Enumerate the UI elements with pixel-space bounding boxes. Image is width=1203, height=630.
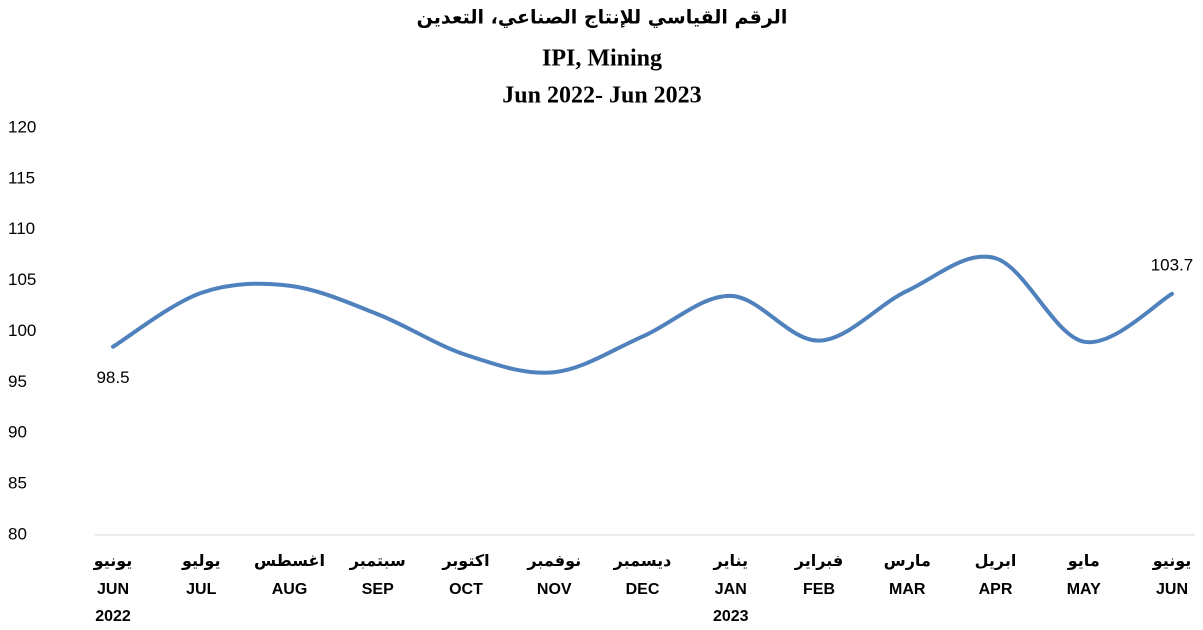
chart-subtitle: IPI, Mining [542,46,662,72]
y-tick-label: 115 [8,168,35,187]
x-tick-label: JUN [1156,581,1188,598]
data-label: 103.7 [1151,255,1194,274]
x-tick-label: MAY [1067,581,1101,598]
y-tick-label: 120 [8,117,36,136]
x-tick-label-ar: مارس [884,553,931,570]
x-tick-label-ar: اكتوبر [441,553,489,570]
x-tick-label-ar: ابريل [975,553,1017,570]
x-tick-year: 2022 [95,608,131,625]
x-tick-label-ar: نوفمبر [526,553,581,570]
x-tick-label-ar: يونيو [1152,553,1192,570]
x-tick-label: FEB [803,581,835,598]
x-tick-label-ar: سبتمبر [349,553,406,570]
x-tick-label: JUN [97,581,129,598]
x-tick-label-ar: اغسطس [254,553,325,570]
y-tick-label: 80 [8,524,27,543]
x-tick-label: SEP [362,581,394,598]
y-tick-label: 100 [8,321,36,340]
y-tick-label: 90 [8,423,27,442]
chart-title: الرقم القياسي للإنتاج الصناعي، التعدين [417,7,788,29]
data-label: 98.5 [96,368,129,387]
x-tick-label-ar: يوليو [181,553,221,570]
x-tick-label: DEC [626,581,660,598]
x-tick-label: JUL [186,581,216,598]
x-tick-label: APR [979,581,1013,598]
x-tick-label: MAR [889,581,926,598]
y-tick-label: 110 [8,219,35,238]
y-tick-label: 95 [8,372,27,391]
chart-period: Jun 2022- Jun 2023 [502,83,701,109]
x-tick-label: JAN [715,581,747,598]
y-tick-label: 85 [8,474,27,493]
x-tick-label-ar: فبراير [794,553,843,570]
x-tick-year: 2023 [713,608,749,625]
x-tick-label: NOV [537,581,572,598]
x-tick-label-ar: ديسمبر [613,553,672,570]
y-tick-label: 105 [8,270,36,289]
x-tick-label: OCT [449,581,483,598]
x-tick-label: AUG [272,581,308,598]
x-tick-label-ar: مايو [1067,553,1100,570]
x-tick-label-ar: يونيو [93,553,133,570]
x-tick-label-ar: يناير [712,553,748,570]
line-series [111,254,1174,375]
